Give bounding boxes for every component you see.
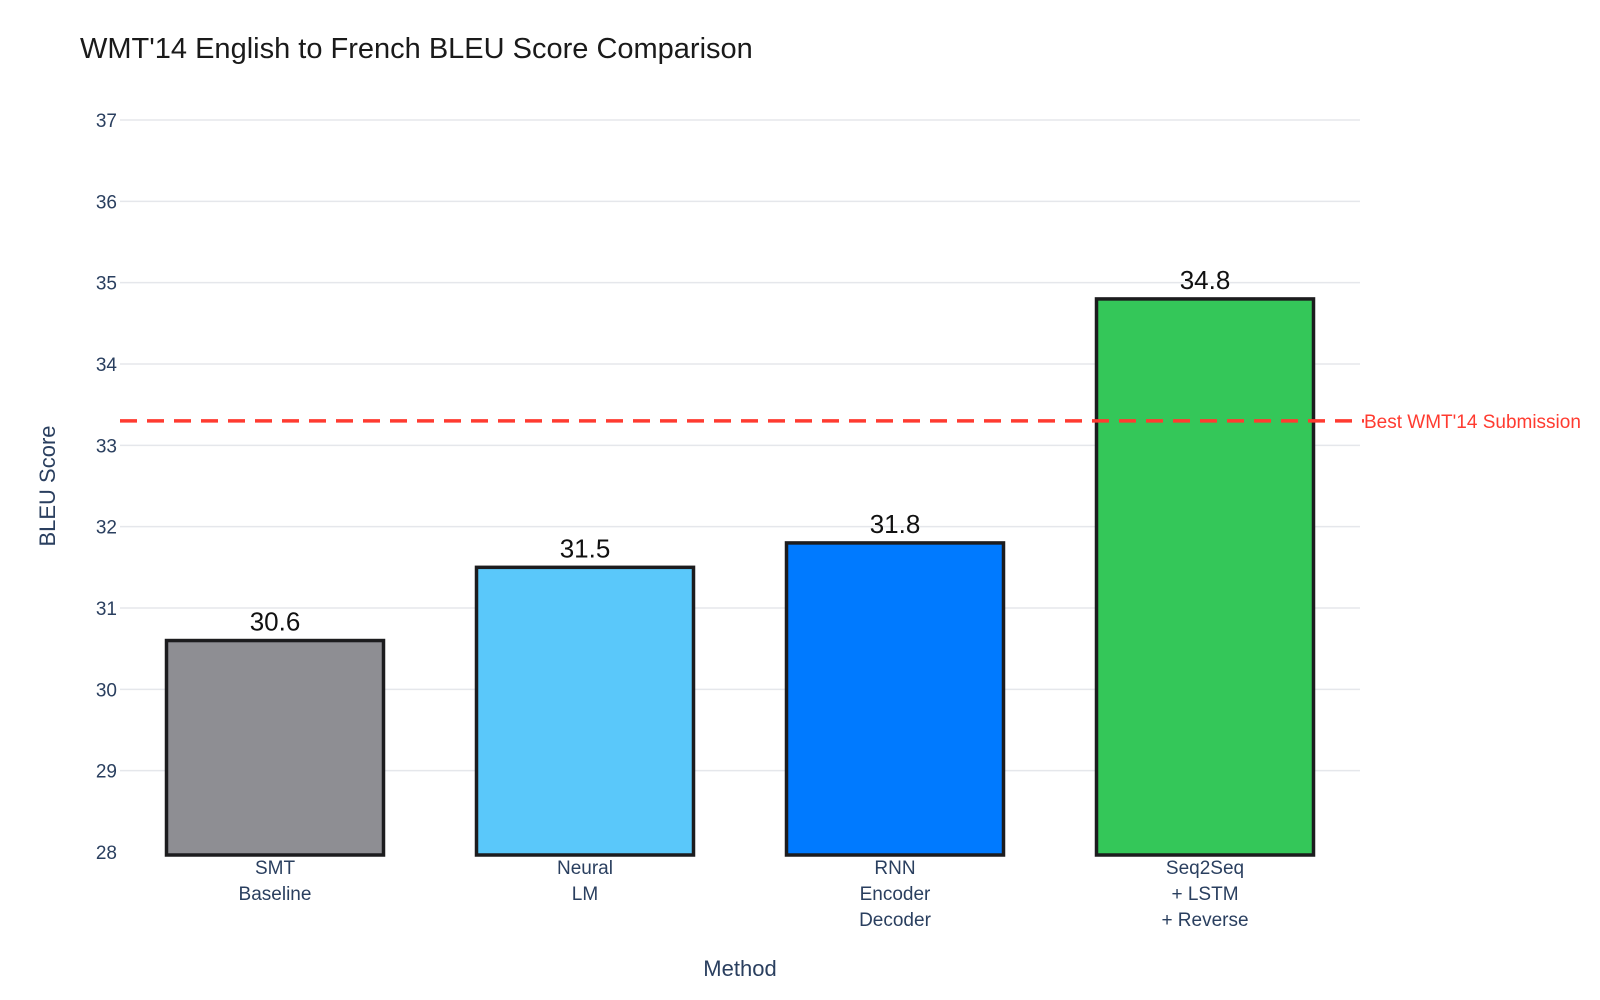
x-axis-categories: SMT Baseline Neural LM RNN Encoder Decoder Seq2… <box>239 858 1249 931</box>
y-axis-ticks: 28 29 30 31 32 33 34 35 36 37 <box>96 111 118 864</box>
x-category-label: Seq2Seq <box>1166 858 1244 879</box>
bar-value-label: 31.8 <box>870 509 921 539</box>
y-tick-label: 28 <box>96 843 117 864</box>
bar-value-label: 30.6 <box>250 607 301 637</box>
reference-line-group: Best WMT'14 Submission <box>120 412 1581 433</box>
bar <box>1094 297 1316 857</box>
bar-value-label: 34.8 <box>1180 265 1231 295</box>
bar <box>784 541 1006 857</box>
reference-line-label: Best WMT'14 Submission <box>1364 412 1581 433</box>
bar-value-label: 31.5 <box>560 533 611 563</box>
chart-title: WMT'14 English to French BLEU Score Comp… <box>80 33 753 65</box>
x-category-label: Encoder <box>860 884 931 905</box>
y-tick-label: 29 <box>96 762 117 783</box>
y-tick-label: 32 <box>96 518 117 539</box>
x-category-label: SMT <box>255 858 296 879</box>
y-tick-label: 33 <box>96 436 117 457</box>
x-category-label: + LSTM <box>1171 884 1238 905</box>
x-category-label: Baseline <box>239 884 312 905</box>
y-tick-label: 31 <box>96 599 117 620</box>
x-category-label: Decoder <box>859 910 931 931</box>
y-tick-label: 30 <box>96 680 117 701</box>
bar <box>164 638 386 857</box>
y-tick-label: 37 <box>96 111 117 132</box>
x-category-label: LM <box>572 884 598 905</box>
x-category-label: RNN <box>874 858 915 879</box>
x-category-label: + Reverse <box>1161 910 1248 931</box>
bar <box>474 565 696 857</box>
y-tick-label: 36 <box>96 192 117 213</box>
bars <box>164 297 1316 857</box>
x-category-label: Neural <box>557 858 613 879</box>
y-tick-label: 35 <box>96 274 117 295</box>
value-labels: 30.6 31.5 31.8 34.8 <box>250 265 1231 637</box>
x-axis-title: Method <box>703 956 776 981</box>
y-axis-title: BLEU Score <box>35 425 60 546</box>
y-tick-label: 34 <box>96 355 118 376</box>
